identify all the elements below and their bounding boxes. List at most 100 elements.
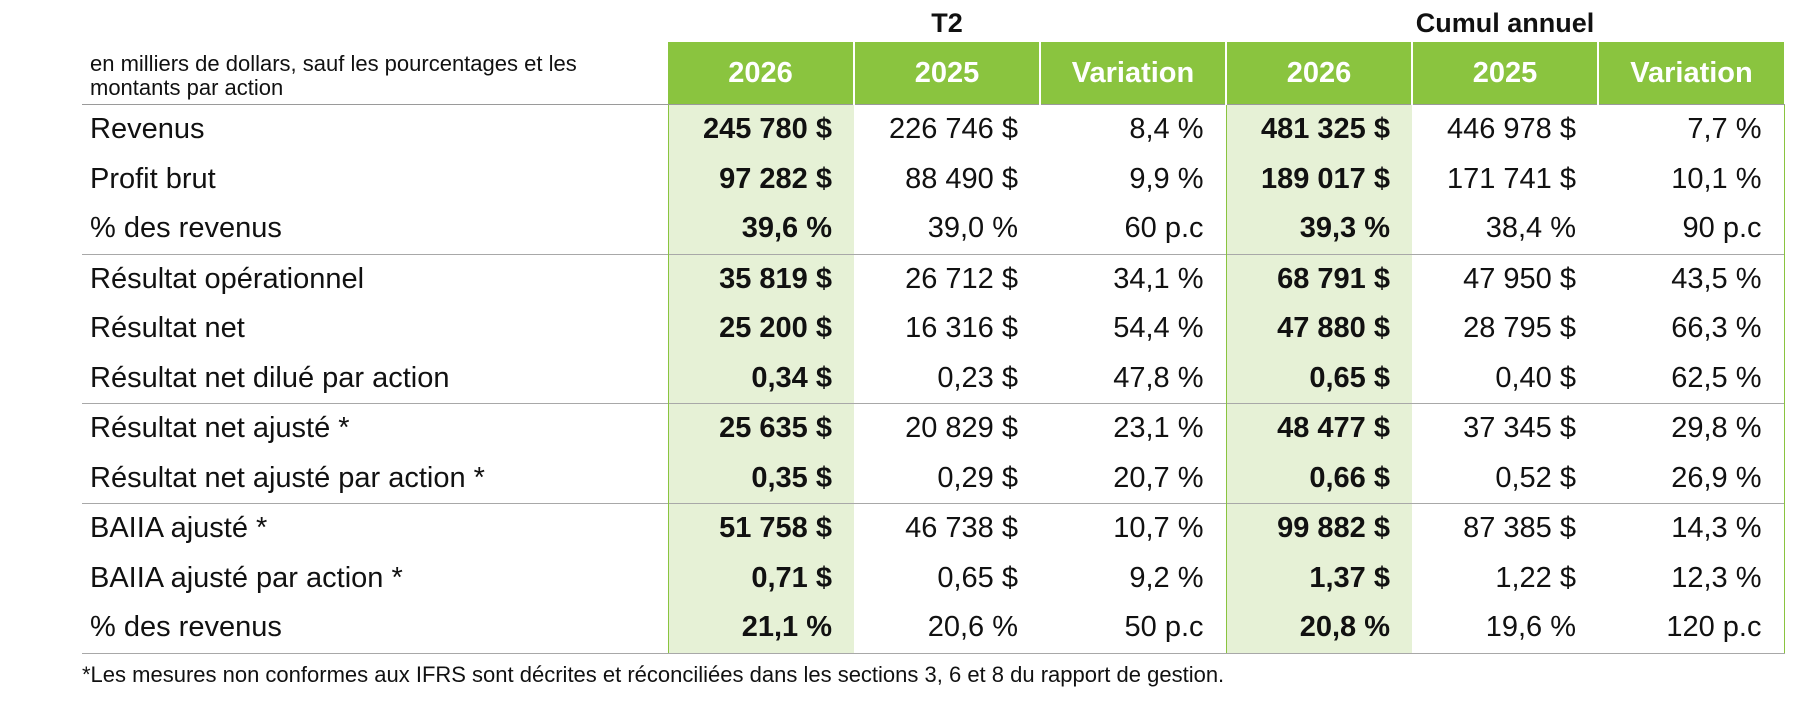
cell-ytd-2025: 171 741 $ — [1446, 162, 1576, 195]
cell-q2-2026: 245 780 $ — [667, 104, 854, 155]
cell-ytd-2026: 20,8 % — [1225, 603, 1412, 654]
cell-q2-2026: 0,71 $ — [667, 553, 854, 603]
group-label-q2: T2 — [931, 8, 963, 38]
row-label: Résultat net dilué par action — [90, 361, 450, 394]
cell-q2-variation: 9,9 % — [1129, 162, 1204, 195]
cell-q2-variation: 50 p.c — [1040, 603, 1226, 654]
cell-ytd-variation: 120 p.c — [1598, 603, 1785, 654]
row-label: BAIIA ajusté * — [82, 503, 668, 554]
col-header-ytd-2026: 2026 — [1225, 42, 1412, 105]
cell-ytd-variation: 10,1 % — [1598, 154, 1785, 204]
group-label-ytd: Cumul annuel — [1415, 8, 1595, 38]
cell-ytd-2025: 87 385 $ — [1412, 503, 1598, 554]
table-row: Profit brut 97 282 $ 88 490 $ 9,9 % 189 017 … — [82, 154, 1785, 204]
cell-q2-variation: 34,1 % — [1040, 253, 1226, 304]
row-label: Revenus — [90, 113, 205, 146]
table-row: Résultat net ajusté par action * 0,35 $ 0,… — [82, 453, 1785, 504]
cell-ytd-variation: 14,3 % — [1598, 503, 1785, 554]
col-header-q2-2026: 2026 — [668, 42, 854, 105]
cell-ytd-variation: 26,9 % — [1598, 453, 1785, 504]
cell-ytd-2025: 28 795 $ — [1463, 312, 1576, 345]
cell-ytd-2026: 68 791 $ — [1225, 253, 1412, 304]
table-row: Revenus 245 780 $ 226 746 $ 8,4 % 481 325 $ 4… — [82, 104, 1785, 155]
cell-ytd-variation: 43,5 % — [1598, 253, 1785, 304]
cell-q2-variation: 20,7 % — [1113, 461, 1204, 494]
row-label: Résultat net — [90, 312, 245, 345]
financial-table: en milliers de dollars, sauf les pourcen… — [82, 42, 1785, 654]
cell-q2-2026: 97 282 $ — [667, 154, 854, 204]
row-label: Profit brut — [90, 162, 216, 195]
cell-ytd-2025: 19,6 % — [1412, 603, 1598, 654]
table-row: BAIIA ajusté * 51 758 $46 738 $10,7 % 99 8… — [82, 503, 1785, 554]
col-header-ytd-2025: 2025 — [1411, 42, 1598, 105]
cell-ytd-variation: 90 p.c — [1598, 204, 1785, 254]
col-header-q2-2025: 2025 — [853, 42, 1040, 105]
cell-ytd-2026: 39,3 % — [1225, 204, 1412, 254]
cell-ytd-2026: 0,66 $ — [1225, 453, 1412, 504]
cell-q2-2025: 0,23 $ — [937, 361, 1018, 394]
col-header-ytd-variation: Variation — [1597, 42, 1784, 105]
cell-q2-2025: 0,65 $ — [937, 561, 1018, 594]
row-label: Résultat net ajusté * — [82, 403, 668, 454]
cell-ytd-variation: 12,3 % — [1598, 553, 1785, 603]
cell-ytd-2025: 0,52 $ — [1495, 461, 1576, 494]
cell-ytd-variation: 66,3 % — [1598, 304, 1785, 354]
table-row: Résultat net 25 200 $ 16 316 $ 54,4 % 47 880… — [82, 304, 1785, 354]
cell-q2-2026: 39,6 % — [667, 204, 854, 254]
cell-ytd-2026: 1,37 $ — [1225, 553, 1412, 603]
col-header-q2-variation: Variation — [1039, 42, 1226, 105]
cell-ytd-2026: 0,65 $ — [1225, 353, 1412, 404]
financial-summary: T2 Cumul annuel en milliers de dollars, … — [82, 0, 1785, 654]
cell-q2-2025: 226 746 $ — [888, 113, 1018, 146]
cell-q2-variation: 9,2 % — [1129, 561, 1204, 594]
cell-ytd-2026: 99 882 $ — [1225, 503, 1412, 554]
cell-q2-2026: 51 758 $ — [667, 503, 854, 554]
table-body: Revenus 245 780 $ 226 746 $ 8,4 % 481 325 $ 4… — [82, 104, 1785, 654]
table-row: Résultat net ajusté * 25 635 $20 829 $23,… — [82, 403, 1785, 454]
table-row: % des revenus 21,1 % 20,6 % 50 p.c 20,8 % 19,… — [82, 603, 1785, 654]
table-row: Résultat net dilué par action 0,34 $ 0,23 … — [82, 353, 1785, 404]
cell-q2-variation: 54,4 % — [1113, 312, 1204, 345]
row-label: Résultat opérationnel — [82, 253, 668, 304]
cell-q2-variation: 60 p.c — [1124, 212, 1204, 245]
units-note: en milliers de dollars, sauf les pourcen… — [82, 42, 668, 105]
cell-q2-2025: 88 490 $ — [905, 162, 1018, 195]
cell-ytd-variation: 62,5 % — [1598, 353, 1785, 404]
cell-q2-2025: 0,29 $ — [937, 461, 1018, 494]
cell-q2-variation: 8,4 % — [1129, 113, 1204, 146]
cell-ytd-2025: 37 345 $ — [1412, 403, 1598, 454]
cell-q2-2025: 20 829 $ — [854, 403, 1040, 454]
cell-ytd-2026: 47 880 $ — [1225, 304, 1412, 354]
cell-ytd-variation: 7,7 % — [1598, 104, 1785, 155]
group-header-row: T2 Cumul annuel — [82, 0, 1784, 42]
cell-q2-variation: 23,1 % — [1040, 403, 1226, 454]
cell-q2-2026: 25 200 $ — [667, 304, 854, 354]
cell-q2-2025: 26 712 $ — [854, 253, 1040, 304]
cell-ytd-2025: 0,40 $ — [1495, 361, 1576, 394]
row-label: BAIIA ajusté par action * — [90, 561, 403, 594]
cell-ytd-2026: 48 477 $ — [1225, 403, 1412, 454]
cell-q2-2025: 39,0 % — [927, 212, 1018, 245]
cell-q2-2026: 21,1 % — [667, 603, 854, 654]
row-label: % des revenus — [82, 603, 668, 654]
cell-q2-variation: 47,8 % — [1113, 361, 1204, 394]
row-label: Résultat net ajusté par action * — [90, 461, 485, 494]
cell-ytd-2026: 189 017 $ — [1225, 154, 1412, 204]
cell-q2-2026: 0,35 $ — [667, 453, 854, 504]
row-label: % des revenus — [90, 212, 282, 245]
cell-q2-2025: 20,6 % — [854, 603, 1040, 654]
cell-ytd-2025: 38,4 % — [1485, 212, 1576, 245]
cell-ytd-variation: 29,8 % — [1598, 403, 1785, 454]
cell-q2-2026: 25 635 $ — [667, 403, 854, 454]
cell-q2-variation: 10,7 % — [1040, 503, 1226, 554]
cell-ytd-2025: 47 950 $ — [1412, 253, 1598, 304]
table-row: BAIIA ajusté par action * 0,71 $ 0,65 $ 9,2… — [82, 553, 1785, 603]
cell-q2-2025: 46 738 $ — [854, 503, 1040, 554]
cell-ytd-2025: 446 978 $ — [1446, 113, 1576, 146]
cell-q2-2025: 16 316 $ — [905, 312, 1018, 345]
footnote: *Les mesures non conformes aux IFRS sont… — [82, 662, 1225, 687]
table-row: Résultat opérationnel 35 819 $26 712 $34,… — [82, 253, 1785, 304]
cell-ytd-2026: 481 325 $ — [1225, 104, 1412, 155]
table-row: % des revenus 39,6 % 39,0 % 60 p.c 39,3 % 38,… — [82, 204, 1785, 254]
cell-q2-2026: 0,34 $ — [667, 353, 854, 404]
